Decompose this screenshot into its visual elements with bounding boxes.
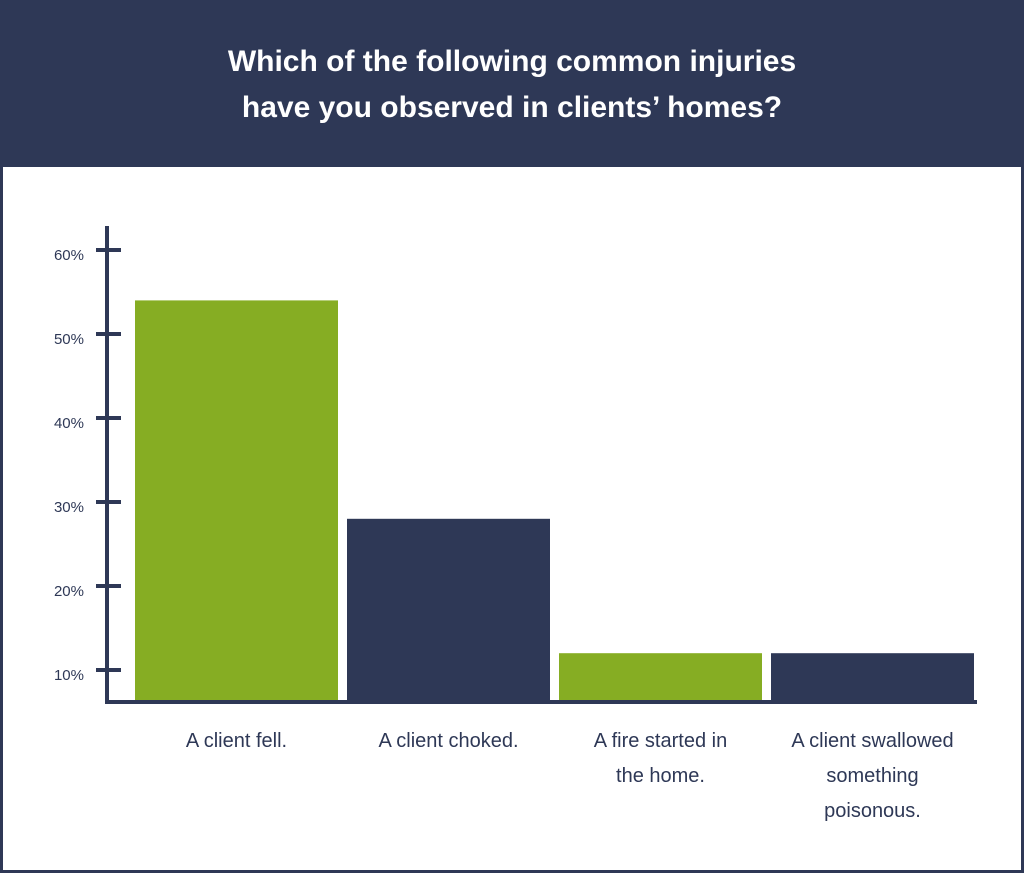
y-tick-label-50: 50%	[54, 331, 84, 348]
bar-3	[559, 653, 762, 702]
y-tick-label-30: 30%	[54, 499, 84, 516]
y-tick-label-60: 60%	[54, 247, 84, 264]
chart-title-line-2: have you observed in clients’ homes?	[241, 91, 783, 124]
y-tick-label-20: 20%	[54, 583, 84, 600]
x-category-label-4-line-2: something	[826, 765, 918, 787]
x-category-label-1-line-1: A client fell.	[186, 730, 287, 752]
bars-layer	[135, 300, 974, 702]
labels-layer: 10% 20% 30% 40% 50% 60% A client fell. A client…	[54, 247, 954, 822]
x-category-label-4-line-3: poisonous.	[824, 800, 921, 822]
bar-2	[347, 518, 550, 702]
x-category-label-2-line-1: A client choked.	[378, 730, 518, 752]
axes-layer	[96, 226, 977, 704]
chart-header: Which of the following common injuries h…	[3, 3, 1021, 167]
y-tick-label-40: 40%	[54, 415, 84, 432]
x-category-label-3-line-1: A fire started in	[594, 730, 727, 752]
bar-4	[771, 653, 974, 702]
x-category-label-4-line-1: A client swallowed	[791, 730, 953, 752]
chart-title-line-1: Which of the following common injuries	[227, 45, 797, 78]
x-category-label-3-line-2: the home.	[616, 765, 705, 787]
y-tick-label-10: 10%	[54, 667, 84, 684]
bar-1	[135, 300, 338, 702]
